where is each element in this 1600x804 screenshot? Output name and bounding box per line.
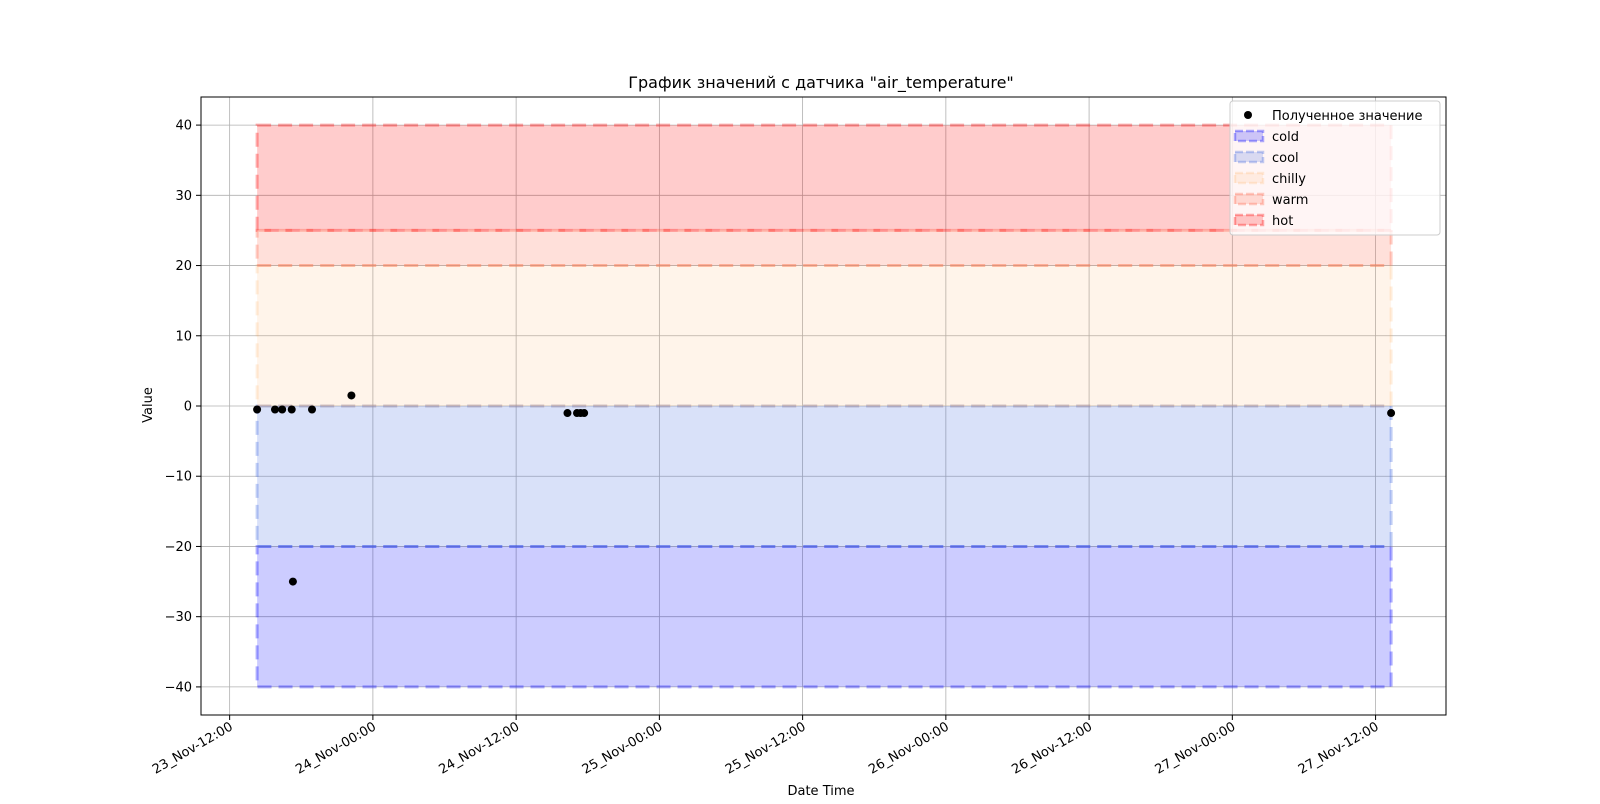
x-tick-label: 24_Nov-12:00 (436, 719, 522, 777)
zone-bands (255, 123, 1393, 689)
data-point (278, 405, 287, 414)
y-tick-label: −10 (165, 470, 192, 485)
data-point (288, 577, 297, 586)
x-axis-label: Date Time (787, 784, 854, 799)
legend-label: cold (1272, 130, 1299, 145)
legend-swatch (1233, 129, 1265, 143)
x-tick-label: 27_Nov-00:00 (1153, 719, 1239, 777)
legend-label: Полученное значение (1272, 109, 1423, 124)
legend: Полученное значение cold cool chilly warm hot (1229, 100, 1441, 236)
zone-cold (255, 544, 1393, 689)
legend-label: warm (1272, 193, 1308, 208)
y-tick-label: 20 (175, 259, 192, 274)
grid-lines (201, 97, 1446, 715)
y-axis-label: Value (141, 387, 156, 423)
y-tick-label: 30 (175, 189, 192, 204)
y-tick-label: 0 (184, 400, 192, 415)
x-tick-label: 26_Nov-12:00 (1009, 719, 1095, 777)
x-tick-label: 23_Nov-12:00 (150, 719, 236, 777)
x-tick-label: 27_Nov-12:00 (1296, 719, 1382, 777)
y-tick-label: 10 (175, 329, 192, 344)
zone-warm (255, 228, 1393, 268)
data-point (1387, 409, 1396, 418)
y-tick-label: −40 (165, 680, 192, 695)
legend-swatch (1233, 213, 1265, 227)
y-tick-label: 40 (175, 119, 192, 134)
x-tick-label: 25_Nov-00:00 (580, 719, 666, 777)
legend-marker (1244, 111, 1252, 119)
data-point (580, 409, 589, 418)
x-tick-label: 26_Nov-00:00 (866, 719, 952, 777)
legend-label: hot (1272, 214, 1293, 229)
zone-cool (255, 404, 1393, 548)
data-point (287, 405, 296, 414)
y-tick-label: −30 (165, 610, 192, 625)
zone-chilly (255, 264, 1393, 408)
legend-box (1229, 100, 1441, 236)
data-point (253, 405, 262, 414)
zone-hot (255, 123, 1393, 232)
y-tick-label: −20 (165, 540, 192, 555)
chart-title: График значений с датчика "air_temperatu… (628, 73, 1014, 93)
data-point (271, 405, 280, 414)
legend-swatch (1233, 192, 1265, 206)
legend-swatch (1233, 171, 1265, 185)
x-tick-label: 25_Nov-12:00 (723, 719, 809, 777)
data-point (347, 391, 356, 400)
x-tick-label: 24_Nov-00:00 (293, 719, 379, 777)
legend-label: chilly (1272, 172, 1306, 187)
data-point (563, 409, 572, 418)
legend-label: cool (1272, 151, 1299, 166)
data-points (253, 391, 1396, 586)
legend-swatch (1233, 150, 1265, 164)
data-point (308, 405, 317, 414)
